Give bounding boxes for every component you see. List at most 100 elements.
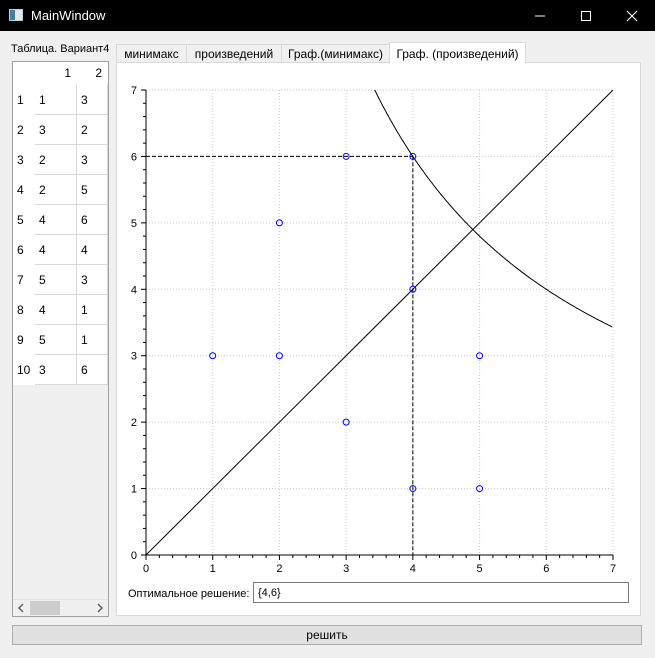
table-row-header[interactable]: 10 bbox=[13, 355, 35, 385]
table-cells: 1 3 3 2 2 3 2 5 4 6 4 4 5 3 4 1 5 1 3 6 bbox=[35, 85, 108, 385]
table-row-header[interactable]: 4 bbox=[13, 175, 35, 205]
table-cell[interactable]: 3 bbox=[77, 85, 108, 115]
y-tick-label: 7 bbox=[131, 85, 137, 97]
row-header-label: 9 bbox=[17, 333, 24, 347]
horizontal-scrollbar[interactable] bbox=[13, 599, 108, 616]
scrollbar-thumb[interactable] bbox=[30, 601, 60, 615]
table-row-header[interactable]: 9 bbox=[13, 325, 35, 355]
minimize-button[interactable] bbox=[517, 0, 563, 31]
data-point bbox=[275, 352, 283, 360]
tab-graph-minimax[interactable]: Граф.(минимакс) bbox=[281, 44, 390, 64]
tab-minimax[interactable]: минимакс bbox=[116, 44, 187, 64]
window-app-icon bbox=[9, 9, 23, 21]
row-header-label: 2 bbox=[17, 123, 24, 137]
table-cell[interactable]: 6 bbox=[77, 205, 108, 235]
table-cell-value: 2 bbox=[39, 183, 46, 197]
table-empty-area bbox=[35, 385, 108, 600]
table-cell[interactable]: 4 bbox=[35, 295, 77, 325]
close-icon bbox=[626, 10, 638, 22]
row-header-label: 3 bbox=[17, 153, 24, 167]
x-tick-label: 0 bbox=[143, 563, 149, 575]
x-tick-label: 7 bbox=[610, 563, 616, 575]
table-cell-value: 1 bbox=[81, 333, 88, 347]
data-point bbox=[409, 285, 417, 293]
row-header-label: 8 bbox=[17, 303, 24, 317]
table-cell[interactable]: 4 bbox=[77, 235, 108, 265]
y-tick-label: 1 bbox=[131, 484, 137, 496]
table-cell[interactable]: 1 bbox=[77, 325, 108, 355]
table-cell[interactable]: 4 bbox=[35, 235, 77, 265]
x-tick-label: 6 bbox=[543, 563, 549, 575]
chevron-right-icon bbox=[97, 603, 104, 613]
table-cell[interactable]: 3 bbox=[77, 145, 108, 175]
table-cell-value: 6 bbox=[81, 363, 88, 377]
maximize-button[interactable] bbox=[563, 0, 609, 31]
x-tick-label: 3 bbox=[343, 563, 349, 575]
optimal-solution-label: Оптимальное решение: bbox=[128, 588, 250, 600]
data-point bbox=[409, 485, 417, 493]
products-plot: 0 1 2 3 4 5 6 7 0 1 2 3 4 5 6 7 bbox=[131, 85, 616, 575]
tab-products[interactable]: произведений bbox=[186, 44, 282, 64]
table-row-header[interactable]: 7 bbox=[13, 265, 35, 295]
table-row-header[interactable]: 5 bbox=[13, 205, 35, 235]
table-column-header[interactable]: 1 bbox=[35, 62, 77, 85]
table-cell-value: 5 bbox=[39, 273, 46, 287]
table-cell[interactable]: 4 bbox=[35, 205, 77, 235]
table-cell[interactable]: 2 bbox=[35, 175, 77, 205]
x-tick-label: 4 bbox=[410, 563, 416, 575]
tab-pane-graph-products: 0 1 2 3 4 5 6 7 0 1 2 3 4 5 6 7 Оптимальное решение: bbox=[116, 62, 641, 616]
table-cell[interactable]: 1 bbox=[35, 85, 77, 115]
row-header-label: 5 bbox=[17, 213, 24, 227]
table-cell[interactable]: 2 bbox=[35, 145, 77, 175]
tab-graph-products[interactable]: Граф. (произведений) bbox=[389, 42, 526, 64]
row-header-label: 7 bbox=[17, 273, 24, 287]
column-header-label: 1 bbox=[64, 66, 71, 80]
table-cell-value: 1 bbox=[39, 93, 46, 107]
data-point bbox=[476, 352, 484, 360]
close-button[interactable] bbox=[609, 0, 655, 31]
table-cell-value: 3 bbox=[81, 273, 88, 287]
table-cell-value: 3 bbox=[39, 363, 46, 377]
table-cell-value: 4 bbox=[39, 303, 46, 317]
table-cell-value: 1 bbox=[81, 303, 88, 317]
table-cell[interactable]: 1 bbox=[77, 295, 108, 325]
table-cell-value: 6 bbox=[81, 213, 88, 227]
scroll-left-button[interactable] bbox=[13, 600, 30, 616]
table-row-header[interactable]: 6 bbox=[13, 235, 35, 265]
optimal-solution-field[interactable] bbox=[253, 582, 629, 603]
table-cell[interactable]: 3 bbox=[35, 355, 77, 385]
table-cell[interactable]: 5 bbox=[77, 175, 108, 205]
row-header-label: 4 bbox=[17, 183, 24, 197]
y-tick-label: 2 bbox=[131, 417, 137, 429]
table-row-header[interactable]: 1 bbox=[13, 85, 35, 115]
scroll-right-button[interactable] bbox=[91, 600, 108, 616]
table-cell[interactable]: 6 bbox=[77, 355, 108, 385]
row-header-label: 1 bbox=[17, 93, 24, 107]
table-corner bbox=[13, 62, 35, 85]
table-cell[interactable]: 5 bbox=[35, 265, 77, 295]
table-cell-value: 5 bbox=[81, 183, 88, 197]
y-tick-label: 6 bbox=[131, 151, 137, 163]
row-header-label: 10 bbox=[17, 363, 31, 377]
table-column-header[interactable]: 2 bbox=[77, 62, 108, 85]
table-caption: Таблица. Вариант4 bbox=[11, 43, 110, 55]
table-cell-value: 5 bbox=[39, 333, 46, 347]
maximize-icon bbox=[581, 11, 591, 21]
table-row-header[interactable]: 8 bbox=[13, 295, 35, 325]
table-cell-value: 3 bbox=[81, 93, 88, 107]
chevron-left-icon bbox=[17, 603, 24, 613]
table-cell-value: 4 bbox=[81, 243, 88, 257]
table-cell[interactable]: 3 bbox=[35, 115, 77, 145]
data-point bbox=[275, 219, 283, 227]
table-row-header-blank bbox=[13, 385, 35, 600]
table-row-header[interactable]: 2 bbox=[13, 115, 35, 145]
table-cell-value: 4 bbox=[39, 243, 46, 257]
table-cell[interactable]: 5 bbox=[35, 325, 77, 355]
table-cell[interactable]: 3 bbox=[77, 265, 108, 295]
data-point bbox=[342, 418, 350, 426]
table-row-header[interactable]: 3 bbox=[13, 145, 35, 175]
table-cell[interactable]: 2 bbox=[77, 115, 108, 145]
y-tick-label: 4 bbox=[131, 284, 137, 296]
solve-button[interactable]: решить bbox=[12, 625, 642, 645]
